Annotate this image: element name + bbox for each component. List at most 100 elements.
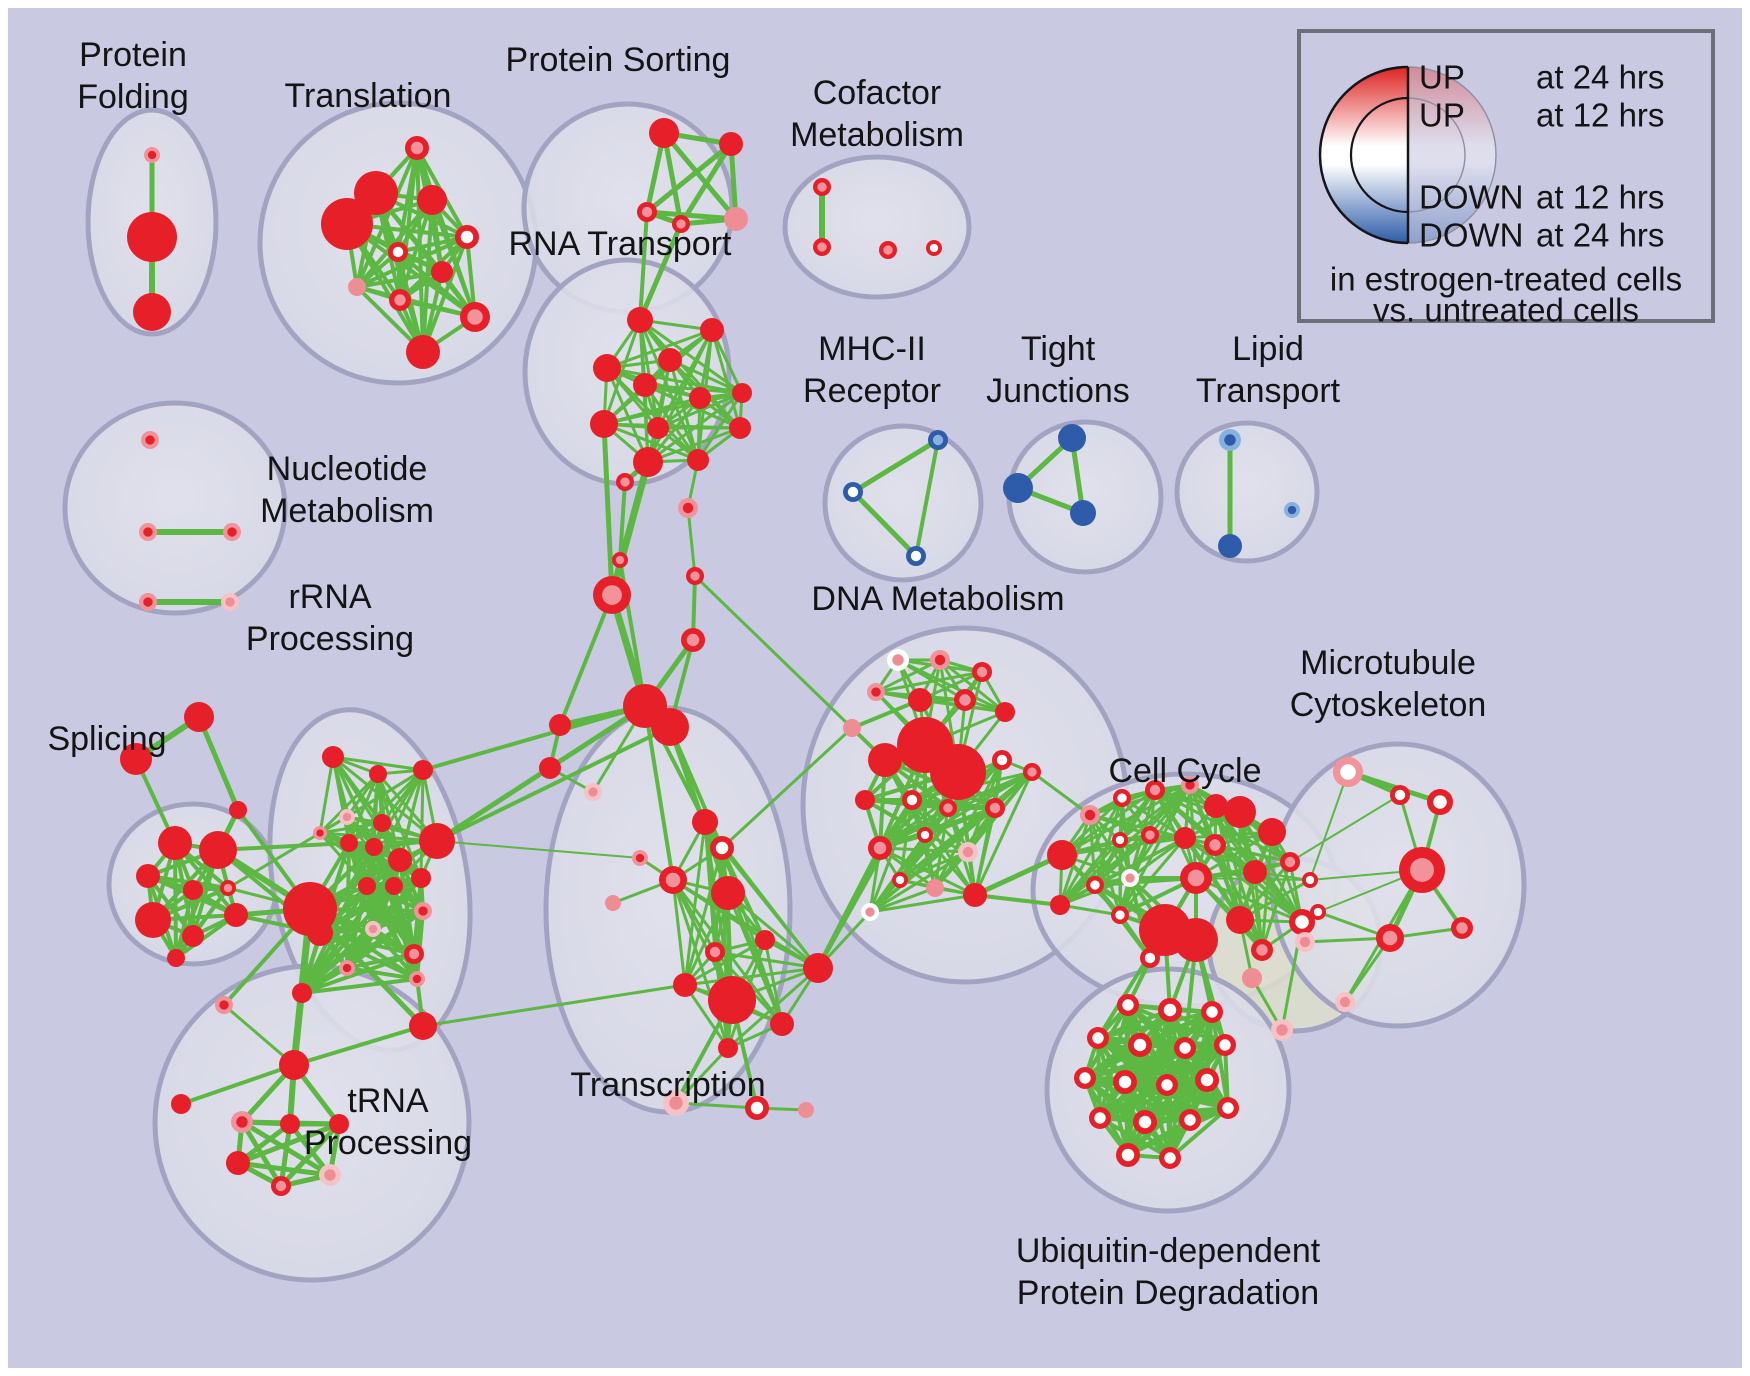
gene-node[interactable] — [902, 790, 922, 810]
gene-node[interactable] — [1159, 1147, 1181, 1169]
gene-node[interactable] — [649, 118, 679, 148]
gene-node[interactable] — [724, 207, 748, 231]
gene-node[interactable] — [861, 903, 879, 921]
gene-node[interactable] — [633, 373, 657, 397]
gene-node[interactable] — [409, 1012, 437, 1040]
gene-node[interactable] — [718, 1038, 738, 1058]
gene-node[interactable] — [313, 826, 327, 840]
gene-node[interactable] — [813, 238, 831, 256]
gene-node[interactable] — [647, 417, 669, 439]
gene-node[interactable] — [389, 289, 411, 311]
gene-node[interactable] — [365, 921, 381, 937]
gene-node[interactable] — [158, 826, 192, 860]
gene-node[interactable] — [369, 765, 387, 783]
gene-node[interactable] — [411, 868, 431, 888]
gene-node[interactable] — [417, 185, 447, 215]
gene-node[interactable] — [1204, 794, 1228, 818]
gene-node[interactable] — [339, 809, 355, 825]
gene-node[interactable] — [388, 242, 408, 262]
gene-node[interactable] — [144, 147, 160, 163]
gene-node[interactable] — [985, 798, 1005, 818]
gene-node[interactable] — [1289, 909, 1315, 935]
gene-node[interactable] — [659, 866, 687, 894]
gene-node[interactable] — [593, 354, 621, 382]
gene-node[interactable] — [672, 215, 690, 233]
gene-node[interactable] — [292, 983, 312, 1003]
gene-node[interactable] — [1080, 805, 1100, 825]
gene-node[interactable] — [409, 971, 425, 987]
gene-node[interactable] — [1280, 852, 1300, 872]
gene-node[interactable] — [1333, 757, 1363, 787]
gene-node[interactable] — [1302, 872, 1318, 888]
gene-node[interactable] — [710, 836, 734, 860]
gene-node[interactable] — [963, 883, 987, 907]
gene-node[interactable] — [405, 136, 429, 160]
gene-node[interactable] — [388, 848, 412, 872]
gene-node[interactable] — [280, 1114, 300, 1134]
gene-node[interactable] — [1058, 424, 1086, 452]
gene-node[interactable] — [917, 827, 933, 843]
gene-node[interactable] — [1023, 763, 1041, 781]
gene-node[interactable] — [413, 760, 433, 780]
gene-node[interactable] — [879, 241, 897, 259]
gene-node[interactable] — [1156, 1074, 1178, 1096]
gene-node[interactable] — [1174, 918, 1218, 962]
gene-node[interactable] — [633, 447, 663, 477]
gene-node[interactable] — [681, 628, 705, 652]
gene-node[interactable] — [584, 783, 602, 801]
gene-node[interactable] — [1451, 917, 1473, 939]
gene-node[interactable] — [868, 743, 902, 777]
gene-node[interactable] — [972, 662, 992, 682]
gene-node[interactable] — [590, 410, 618, 438]
gene-node[interactable] — [1133, 1110, 1157, 1134]
gene-node[interactable] — [1121, 869, 1139, 887]
gene-node[interactable] — [887, 649, 909, 671]
gene-node[interactable] — [133, 293, 171, 331]
gene-node[interactable] — [414, 902, 432, 920]
gene-node[interactable] — [673, 973, 697, 997]
gene-node[interactable] — [460, 302, 490, 332]
gene-node[interactable] — [283, 882, 337, 936]
gene-node[interactable] — [1284, 502, 1300, 518]
gene-node[interactable] — [1242, 968, 1262, 988]
gene-node[interactable] — [1117, 994, 1139, 1016]
gene-node[interactable] — [171, 1094, 191, 1114]
gene-node[interactable] — [1251, 939, 1273, 961]
gene-node[interactable] — [215, 996, 233, 1014]
gene-node[interactable] — [385, 877, 403, 895]
gene-node[interactable] — [1335, 992, 1355, 1012]
gene-node[interactable] — [1271, 1019, 1293, 1041]
gene-node[interactable] — [221, 593, 239, 611]
gene-node[interactable] — [279, 1050, 309, 1080]
gene-node[interactable] — [1181, 776, 1199, 794]
gene-node[interactable] — [549, 714, 571, 736]
gene-node[interactable] — [632, 850, 648, 866]
gene-node[interactable] — [711, 876, 745, 910]
gene-node[interactable] — [813, 178, 831, 196]
gene-node[interactable] — [348, 278, 366, 296]
gene-node[interactable] — [1086, 876, 1104, 894]
gene-node[interactable] — [992, 750, 1012, 770]
gene-node[interactable] — [319, 1164, 341, 1186]
gene-node[interactable] — [1003, 473, 1033, 503]
gene-node[interactable] — [1219, 429, 1241, 451]
gene-node[interactable] — [803, 953, 833, 983]
gene-node[interactable] — [958, 842, 978, 862]
gene-node[interactable] — [678, 498, 698, 518]
gene-node[interactable] — [1295, 932, 1315, 952]
gene-node[interactable] — [404, 944, 424, 964]
gene-node[interactable] — [135, 902, 171, 938]
gene-node[interactable] — [182, 925, 204, 947]
gene-node[interactable] — [223, 523, 241, 541]
gene-node[interactable] — [1128, 1033, 1152, 1057]
gene-node[interactable] — [1376, 924, 1404, 952]
gene-node[interactable] — [120, 743, 152, 775]
gene-node[interactable] — [908, 688, 932, 712]
gene-node[interactable] — [867, 683, 885, 701]
gene-node[interactable] — [928, 430, 948, 450]
gene-node[interactable] — [271, 1176, 291, 1196]
gene-node[interactable] — [1174, 1037, 1196, 1059]
gene-node[interactable] — [1399, 847, 1445, 893]
gene-node[interactable] — [1141, 826, 1159, 844]
gene-node[interactable] — [321, 198, 373, 250]
